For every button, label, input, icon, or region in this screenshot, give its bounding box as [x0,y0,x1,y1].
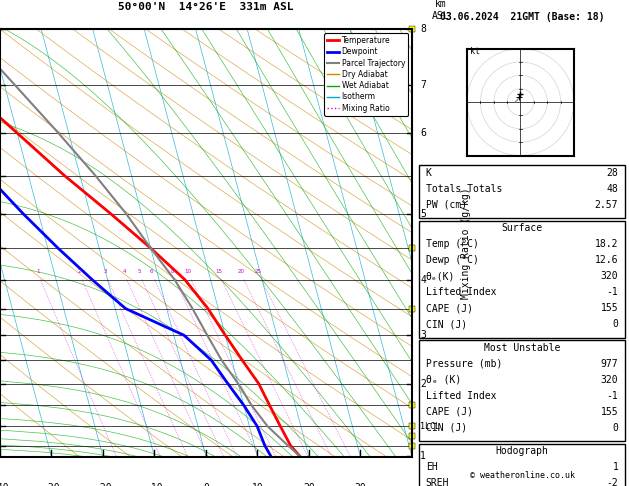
Text: -10: -10 [146,483,164,486]
Text: CIN (J): CIN (J) [426,423,467,433]
Text: -40: -40 [0,483,9,486]
Text: 2: 2 [420,379,426,388]
Text: 03.06.2024  21GMT (Base: 18): 03.06.2024 21GMT (Base: 18) [440,12,604,22]
Text: 977: 977 [601,359,618,369]
Text: 5: 5 [420,208,426,219]
Text: 4: 4 [420,275,426,285]
Text: 15: 15 [215,268,222,274]
Text: Lifted Index: Lifted Index [426,287,496,297]
Text: © weatheronline.co.uk: © weatheronline.co.uk [470,471,574,480]
Text: 6: 6 [150,268,153,274]
Text: Pressure (mb): Pressure (mb) [426,359,502,369]
Text: Lifted Index: Lifted Index [426,391,496,401]
Text: 1: 1 [36,268,40,274]
Text: 8: 8 [420,24,426,34]
Text: CAPE (J): CAPE (J) [426,303,473,313]
Text: K: K [426,168,431,178]
Text: 2: 2 [77,268,81,274]
Legend: Temperature, Dewpoint, Parcel Trajectory, Dry Adiabat, Wet Adiabat, Isotherm, Mi: Temperature, Dewpoint, Parcel Trajectory… [324,33,408,116]
Bar [420,221,625,338]
Text: 25: 25 [255,268,262,274]
Text: θₑ (K): θₑ (K) [426,375,461,385]
Text: 5: 5 [137,268,141,274]
Text: -20: -20 [94,483,112,486]
Text: θₑ(K): θₑ(K) [426,271,455,281]
Text: Most Unstable: Most Unstable [484,343,560,353]
Text: 155: 155 [601,407,618,417]
Text: EH: EH [426,462,438,472]
Bar [420,340,625,441]
Text: 12.6: 12.6 [595,255,618,265]
Text: -2: -2 [606,478,618,486]
Text: CAPE (J): CAPE (J) [426,407,473,417]
Text: 320: 320 [601,375,618,385]
Text: 7: 7 [420,80,426,90]
Text: 30: 30 [355,483,366,486]
Text: 1: 1 [420,451,426,461]
Text: Hodograph: Hodograph [496,446,548,456]
Text: 1: 1 [613,462,618,472]
Text: Dewp (°C): Dewp (°C) [426,255,479,265]
Text: -1: -1 [606,287,618,297]
Text: 20: 20 [303,483,315,486]
Text: 10: 10 [185,268,192,274]
Text: SREH: SREH [426,478,449,486]
Text: 20: 20 [237,268,244,274]
Text: 48: 48 [606,184,618,194]
Text: PW (cm): PW (cm) [426,200,467,210]
Text: 18.2: 18.2 [595,239,618,249]
Text: 10: 10 [252,483,264,486]
Bar [420,444,625,486]
Text: -30: -30 [43,483,60,486]
Text: Surface: Surface [501,223,543,233]
Text: 8: 8 [170,268,174,274]
Text: 3: 3 [103,268,107,274]
Text: 320: 320 [601,271,618,281]
Text: -1: -1 [606,391,618,401]
Text: Temp (°C): Temp (°C) [426,239,479,249]
Text: CIN (J): CIN (J) [426,319,467,330]
Text: 6: 6 [420,128,426,138]
Text: 0: 0 [203,483,209,486]
Text: Totals Totals: Totals Totals [426,184,502,194]
Text: 1LCL: 1LCL [420,421,440,431]
Text: 0: 0 [613,423,618,433]
Text: 50°00'N  14°26'E  331m ASL: 50°00'N 14°26'E 331m ASL [118,2,294,12]
Text: km
ASL: km ASL [432,0,450,20]
Text: 155: 155 [601,303,618,313]
Text: Mixing Ratio (g/kg): Mixing Ratio (g/kg) [460,187,470,299]
Text: 0: 0 [613,319,618,330]
Text: kt: kt [470,47,480,56]
Text: 28: 28 [606,168,618,178]
Bar [420,165,625,218]
Text: 4: 4 [122,268,126,274]
Text: 2.57: 2.57 [595,200,618,210]
Text: 3: 3 [420,330,426,340]
